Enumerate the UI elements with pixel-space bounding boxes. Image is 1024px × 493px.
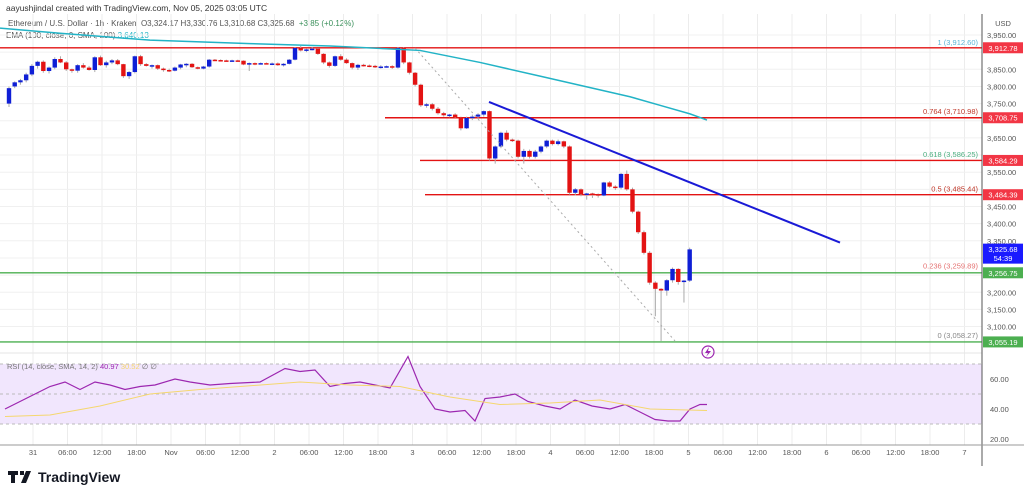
price-tick: 3,450.00	[987, 203, 1016, 212]
time-label: 12:00	[334, 448, 353, 457]
time-label: 12:00	[472, 448, 491, 457]
price-badge	[983, 42, 1023, 54]
price-badge	[983, 267, 1023, 279]
time-label: Nov	[164, 448, 178, 457]
rsi-label: RSI (14, close, SMA, 14, 2)	[7, 362, 98, 371]
time-label: 18:00	[783, 448, 802, 457]
time-label: 12:00	[886, 448, 905, 457]
ema-line	[0, 27, 708, 121]
price-badge-label: 3,912.78	[988, 44, 1017, 53]
rsi-tick: 40.00	[990, 405, 1009, 414]
rsi-sma-line	[4, 381, 708, 417]
price-badge-label: 3,256.75	[988, 269, 1017, 278]
price-tick: 3,200.00	[987, 288, 1016, 297]
rsi-extra: ∅ ∅	[141, 362, 157, 371]
tradingview-logo-icon	[8, 471, 31, 483]
time-label: 18:00	[645, 448, 664, 457]
time-label: 12:00	[610, 448, 629, 457]
price-tick: 3,100.00	[987, 323, 1016, 332]
price-badge-label: 3,055.19	[988, 338, 1017, 347]
time-label: 06:00	[576, 448, 595, 457]
price-tick: 3,650.00	[987, 134, 1016, 143]
price-badge	[983, 112, 1023, 124]
time-label: 06:00	[438, 448, 457, 457]
price-badge-label: 3,584.29	[988, 156, 1017, 165]
time-label: 6	[824, 448, 828, 457]
price-badge-label: 3,484.39	[988, 191, 1017, 200]
time-label: 5	[686, 448, 690, 457]
symbol-legend: Ethereum / U.S. Dollar · 1h · Kraken O3,…	[8, 19, 354, 28]
time-label: 06:00	[196, 448, 215, 457]
time-label: 31	[29, 448, 37, 457]
time-label: 06:00	[300, 448, 319, 457]
time-label: 3	[410, 448, 414, 457]
price-tick: 3,150.00	[987, 305, 1016, 314]
rsi-value: 40.97	[99, 362, 119, 371]
price-badge	[983, 243, 1023, 264]
ohlc-values: O3,324.17 H3,330.76 L3,310.68 C3,325.68	[140, 19, 295, 28]
rsi-tick: 60.00	[990, 375, 1009, 384]
brand-name: TradingView	[38, 469, 121, 485]
attribution: aayushjindal created with TradingView.co…	[6, 3, 268, 13]
candlesticks	[6, 45, 692, 341]
rsi-legend[interactable]: RSI (14, close, SMA, 14, 2) 40.97 30.52 …	[7, 362, 157, 371]
time-label: 2	[272, 448, 276, 457]
trendline	[488, 100, 841, 244]
time-label: 4	[548, 448, 552, 457]
time-label: 18:00	[369, 448, 388, 457]
time-label: 12:00	[748, 448, 767, 457]
price-tick: 3,350.00	[987, 237, 1016, 246]
fib-label: 0.236 (3,259.89)	[923, 262, 979, 271]
price-tick: 3,400.00	[987, 220, 1016, 229]
time-label: 06:00	[714, 448, 733, 457]
price-badge	[983, 189, 1023, 201]
time-label: 12:00	[93, 448, 112, 457]
rsi-tick: 20.00	[990, 435, 1009, 444]
price-tick: 3,550.00	[987, 168, 1016, 177]
time-label: 06:00	[852, 448, 871, 457]
tradingview-logo: TradingView	[8, 469, 120, 485]
rsi-sma-value: 30.52	[120, 362, 140, 371]
time-label: 7	[962, 448, 966, 457]
time-label: 18:00	[507, 448, 526, 457]
currency-label: USD	[995, 19, 1011, 28]
price-tick: 3,850.00	[987, 65, 1016, 74]
fib-label: 0.5 (3,485.44)	[931, 184, 978, 193]
price-badge	[983, 154, 1023, 166]
svg-text:54:39: 54:39	[994, 254, 1013, 263]
price-badge	[983, 336, 1023, 348]
fib-label: 0.618 (3,586.25)	[923, 150, 979, 159]
rsi-line	[4, 355, 707, 423]
fib-label: 0.764 (3,710.98)	[923, 107, 979, 116]
price-badge-label: 3,325.68	[988, 245, 1017, 254]
price-tick: 3,800.00	[987, 82, 1016, 91]
price-change: +3.85 (+0.12%)	[298, 19, 355, 28]
lightning-icon[interactable]	[701, 345, 715, 359]
price-tick: 3,950.00	[987, 31, 1016, 40]
time-label: 18:00	[921, 448, 940, 457]
time-label: 18:00	[127, 448, 146, 457]
price-tick: 3,750.00	[987, 100, 1016, 109]
time-label: 06:00	[58, 448, 77, 457]
price-badge-label: 3,708.75	[988, 114, 1017, 123]
time-label: 12:00	[231, 448, 250, 457]
fib-diagonal	[414, 47, 676, 342]
fib-label: 0 (3,058.27)	[938, 331, 979, 340]
fib-label: 1 (3,912.60)	[938, 38, 979, 47]
symbol-name[interactable]: Ethereum / U.S. Dollar · 1h · Kraken	[8, 19, 137, 28]
